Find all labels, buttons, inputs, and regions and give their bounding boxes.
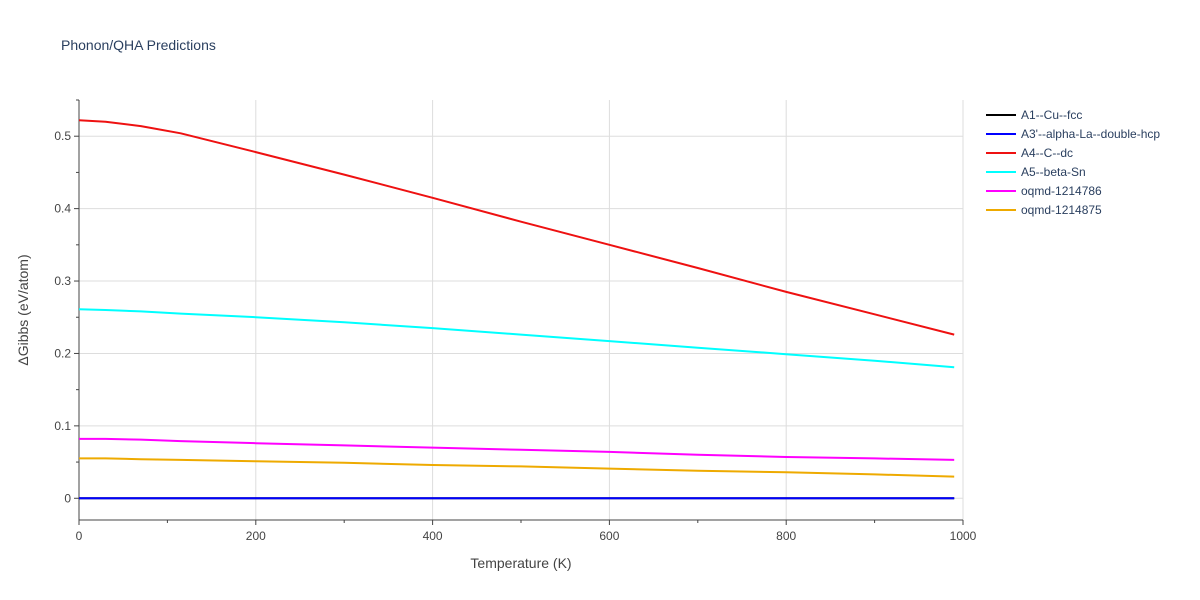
x-tick-label: 800 bbox=[776, 529, 796, 543]
legend-label: A1--Cu--fcc bbox=[1021, 108, 1082, 122]
x-tick-labels: 0 200 400 600 800 1000 bbox=[76, 529, 977, 543]
legend-item[interactable]: A5--beta-Sn bbox=[986, 165, 1086, 179]
x-tick-label: 400 bbox=[423, 529, 443, 543]
x-axis-title: Temperature (K) bbox=[470, 555, 571, 571]
legend-item[interactable]: oqmd-1214875 bbox=[986, 203, 1102, 217]
y-tick-label: 0.4 bbox=[54, 202, 71, 216]
y-tick-label: 0.2 bbox=[54, 346, 71, 360]
legend-label: A5--beta-Sn bbox=[1021, 165, 1086, 179]
chart-title: Phonon/QHA Predictions bbox=[61, 37, 216, 53]
legend-item[interactable]: A3'--alpha-La--double-hcp bbox=[986, 127, 1160, 141]
series-line-6 bbox=[79, 457, 955, 478]
series-line-5 bbox=[79, 437, 955, 461]
y-axis-title: ΔGibbs (eV/atom) bbox=[15, 254, 31, 365]
x-tick-label: 600 bbox=[599, 529, 619, 543]
legend-item[interactable]: A1--Cu--fcc bbox=[986, 108, 1082, 122]
y-tick-label: 0 bbox=[64, 491, 71, 505]
legend-label: oqmd-1214875 bbox=[1021, 203, 1102, 217]
legend-label: A4--C--dc bbox=[1021, 146, 1073, 160]
y-tick-label: 0.1 bbox=[54, 419, 71, 433]
x-tick-label: 1000 bbox=[950, 529, 977, 543]
x-tick-label: 200 bbox=[246, 529, 266, 543]
legend: A1--Cu--fcc A3'--alpha-La--double-hcp A4--… bbox=[986, 108, 1160, 217]
y-tick-label: 0.5 bbox=[54, 129, 71, 143]
y-tick-labels: 0 0.1 0.2 0.3 0.4 0.5 bbox=[54, 129, 71, 505]
legend-label: A3'--alpha-La--double-hcp bbox=[1021, 127, 1160, 141]
legend-label: oqmd-1214786 bbox=[1021, 184, 1102, 198]
legend-item[interactable]: A4--C--dc bbox=[986, 146, 1073, 160]
x-tick-label: 0 bbox=[76, 529, 83, 543]
legend-item[interactable]: oqmd-1214786 bbox=[986, 184, 1102, 198]
series-line-3 bbox=[78, 119, 955, 336]
series-line-4 bbox=[78, 308, 955, 369]
series-lines bbox=[78, 119, 955, 500]
y-tick-label: 0.3 bbox=[54, 274, 71, 288]
